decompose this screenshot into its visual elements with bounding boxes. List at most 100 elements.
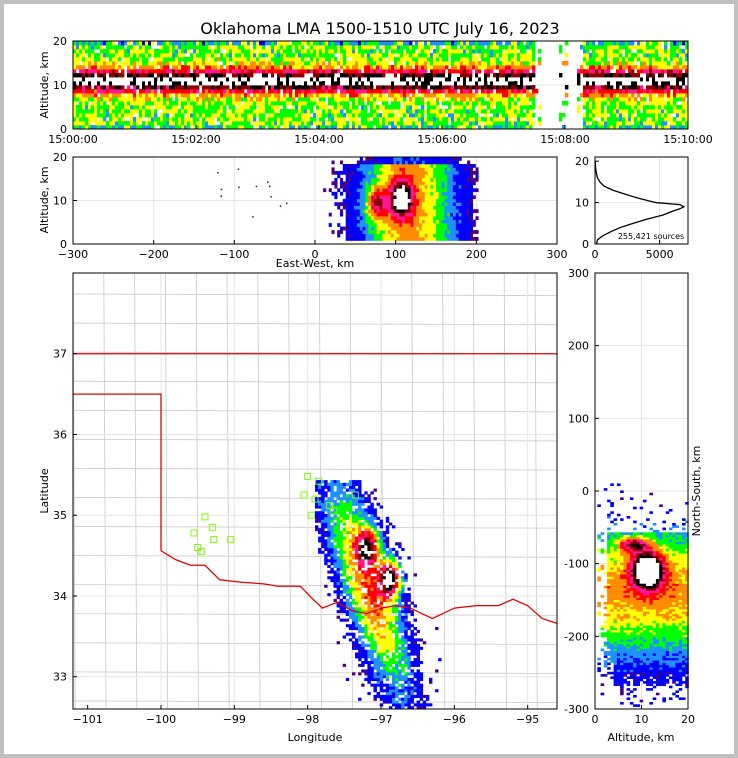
- time-altitude-cell: [286, 73, 290, 78]
- ew-altitude-cell: [393, 219, 397, 224]
- time-altitude-cell: [91, 69, 95, 74]
- ew-altitude-cell: [452, 188, 456, 193]
- time-altitude-cell: [661, 105, 665, 110]
- time-altitude-cell: [514, 41, 518, 46]
- time-altitude-cell: [232, 69, 236, 74]
- time-altitude-cell: [358, 109, 362, 114]
- time-altitude-cell: [343, 41, 347, 46]
- time-altitude-cell: [316, 61, 320, 66]
- time-altitude-cell: [649, 73, 653, 78]
- ew-altitude-cell: [371, 170, 375, 175]
- time-altitude-cell: [451, 77, 455, 82]
- ew-altitude-cell: [413, 188, 417, 193]
- time-altitude-cell: [151, 81, 155, 86]
- ew-altitude-cell: [345, 170, 349, 175]
- time-altitude-cell: [103, 113, 107, 118]
- time-altitude-cell: [103, 49, 107, 54]
- time-altitude-cell: [340, 101, 344, 106]
- time-altitude-cell: [649, 117, 653, 122]
- time-altitude-cell: [139, 61, 143, 66]
- time-altitude-cell: [103, 97, 107, 102]
- time-altitude-cell: [259, 65, 263, 70]
- ew-altitude-cell: [351, 226, 355, 231]
- ew-altitude-cell: [438, 164, 442, 168]
- time-altitude-cell: [601, 109, 605, 114]
- time-altitude-cell: [82, 57, 86, 62]
- time-altitude-cell: [157, 49, 161, 54]
- time-altitude-cell: [649, 109, 653, 114]
- time-altitude-cell: [484, 101, 488, 106]
- time-altitude-cell: [100, 101, 104, 106]
- time-altitude-cell: [364, 105, 368, 110]
- time-altitude-cell: [205, 57, 209, 62]
- time-altitude-cell: [682, 81, 686, 86]
- time-altitude-cell: [487, 105, 491, 110]
- time-altitude-cell: [412, 81, 416, 86]
- ew-altitude-cell: [373, 184, 377, 189]
- ew-altitude-cell: [467, 167, 471, 172]
- time-altitude-cell: [385, 105, 389, 110]
- time-altitude-cell: [298, 109, 302, 114]
- time-altitude-cell: [109, 109, 113, 114]
- time-altitude-cell: [595, 57, 599, 62]
- time-altitude-cell: [610, 57, 614, 62]
- time-altitude-cell: [427, 113, 431, 118]
- time-altitude-cell: [583, 57, 587, 62]
- ew-altitude-cell: [433, 160, 437, 165]
- time-altitude-cell: [511, 49, 515, 54]
- time-altitude-cell: [223, 101, 227, 106]
- time-altitude-cell: [130, 69, 134, 74]
- time-altitude-cell: [676, 93, 680, 98]
- time-altitude-cell: [661, 117, 665, 122]
- time-altitude-cell: [133, 65, 137, 70]
- ew-altitude-cell: [452, 164, 456, 168]
- time-altitude-cell: [205, 53, 209, 58]
- time-altitude-cell: [142, 109, 146, 114]
- time-altitude-cell: [376, 97, 380, 102]
- time-altitude-cell: [391, 125, 395, 130]
- time-altitude-cell: [220, 97, 224, 102]
- time-altitude-cell: [304, 77, 308, 82]
- time-altitude-cell: [478, 105, 482, 110]
- ew-altitude-cell: [469, 212, 473, 217]
- time-altitude-cell: [481, 41, 485, 46]
- time-altitude-cell: [112, 113, 116, 118]
- time-altitude-cell: [640, 73, 644, 78]
- time-altitude-cell: [448, 77, 452, 82]
- ew-altitude-cell: [464, 202, 468, 206]
- ew-altitude-cell: [450, 216, 454, 220]
- time-altitude-cell: [358, 41, 362, 46]
- ew-altitude-cell: [433, 230, 437, 234]
- time-altitude-cell: [589, 53, 593, 58]
- time-altitude-cell: [664, 121, 668, 126]
- time-altitude-cell: [286, 121, 290, 126]
- time-altitude-cell: [436, 113, 440, 118]
- time-altitude-cell: [469, 101, 473, 106]
- time-altitude-cell: [631, 73, 635, 78]
- time-altitude-cell: [667, 49, 671, 54]
- time-altitude-cell: [427, 101, 431, 106]
- ew-altitude-cell: [416, 157, 420, 161]
- time-altitude-cell: [244, 65, 248, 70]
- time-altitude-cell: [355, 73, 359, 78]
- time-altitude-cell: [274, 113, 278, 118]
- time-altitude-cell: [217, 97, 221, 102]
- time-altitude-cell: [421, 81, 425, 86]
- time-altitude-cell: [280, 117, 284, 122]
- time-altitude-cell: [127, 93, 131, 98]
- ew-altitude-cell: [461, 230, 465, 234]
- time-altitude-cell: [448, 117, 452, 122]
- time-altitude-cell: [394, 57, 398, 62]
- time-altitude-cell: [520, 69, 524, 74]
- time-altitude-cell: [175, 117, 179, 122]
- ew-altitude-cell: [436, 230, 440, 234]
- time-altitude-cell: [640, 81, 644, 86]
- time-altitude-cell: [328, 113, 332, 118]
- time-altitude-cell: [511, 65, 515, 70]
- time-altitude-cell: [388, 117, 392, 122]
- time-altitude-cell: [631, 101, 635, 106]
- time-altitude-cell: [217, 113, 221, 118]
- ew-altitude-cell: [362, 219, 366, 224]
- time-altitude-cell: [265, 41, 269, 46]
- ew-altitude-cell: [436, 209, 440, 213]
